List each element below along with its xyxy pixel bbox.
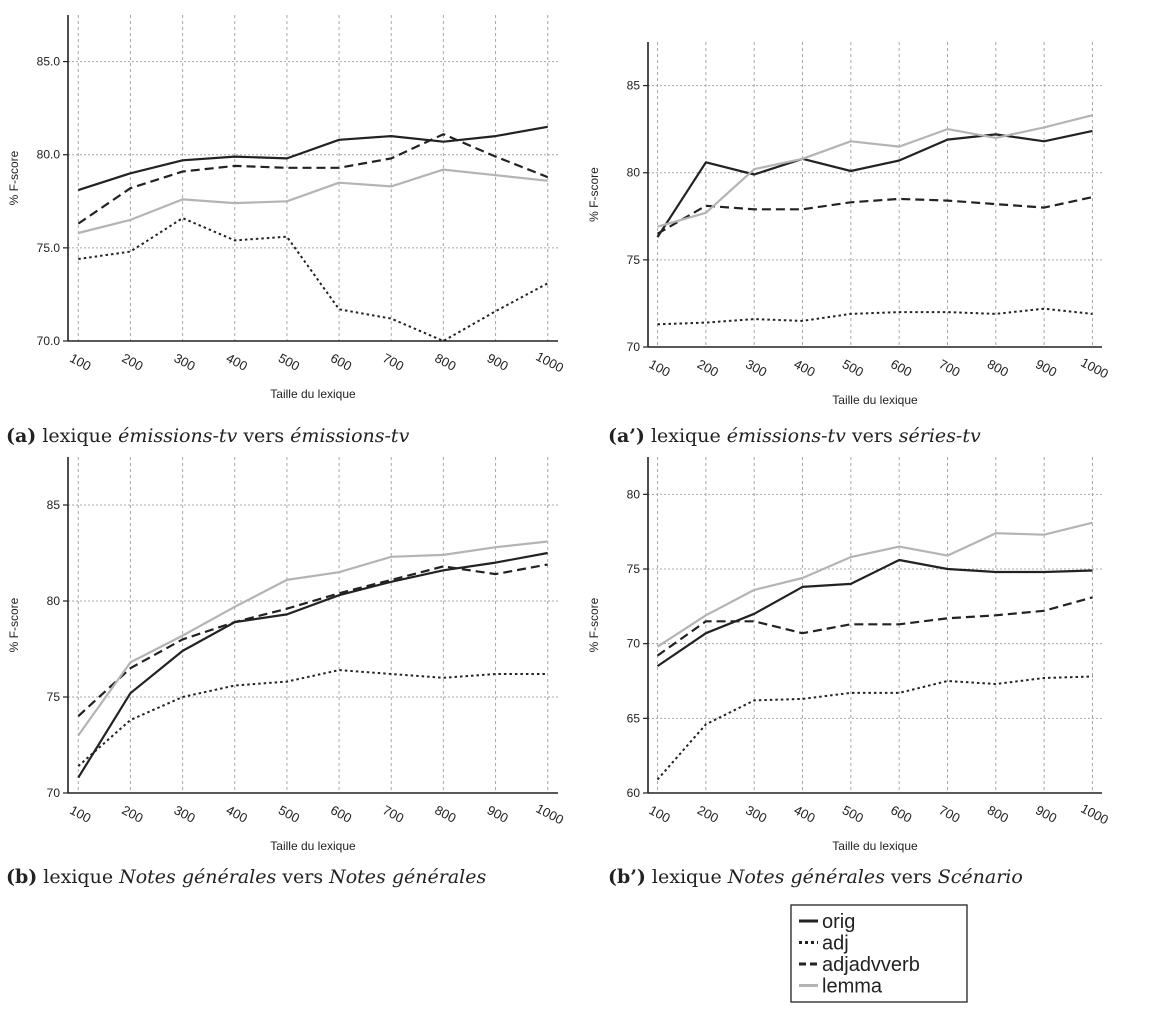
x-tick-label: 1000 — [534, 801, 567, 828]
series-line-adjadvverb — [77, 133, 549, 225]
series-line-adj — [656, 675, 1093, 781]
series-line-orig — [656, 129, 1093, 238]
series-line-adj — [657, 307, 1093, 326]
legend-box — [790, 904, 968, 1003]
series-line-lemma — [78, 168, 548, 235]
y-tick-label: 65 — [627, 711, 641, 725]
x-tick-label: 200 — [119, 802, 145, 825]
x-tick-label: 700 — [380, 802, 406, 825]
x-tick-label: 200 — [695, 356, 721, 379]
y-tick-label: 70.0 — [37, 334, 61, 348]
series-line-adj — [78, 217, 549, 342]
caption-b: (b) lexique Notes générales vers Notes g… — [6, 866, 486, 888]
x-axis-title: Taille du lexique — [270, 839, 356, 853]
x-tick-label: 100 — [647, 356, 673, 379]
x-tick-label: 100 — [67, 802, 93, 825]
x-tick-label: 400 — [792, 802, 818, 825]
x-tick-label: 800 — [985, 802, 1011, 825]
x-tick-label: 900 — [1033, 356, 1059, 379]
x-tick-label: 800 — [432, 802, 458, 825]
x-tick-label: 500 — [276, 802, 302, 825]
y-tick-label: 70 — [627, 340, 641, 354]
y-tick-label: 80 — [627, 487, 641, 501]
series-line-lemma — [77, 540, 548, 737]
x-tick-label: 800 — [985, 356, 1011, 379]
series-line-orig — [656, 558, 1093, 668]
x-tick-label: 500 — [840, 356, 866, 379]
legend-label-lemma: lemma — [822, 976, 883, 998]
x-tick-label: 900 — [1033, 802, 1059, 825]
x-tick-label: 900 — [485, 802, 511, 825]
x-tick-label: 600 — [888, 802, 914, 825]
caption-a: (a) lexique émissions-tv vers émissions-… — [6, 425, 410, 447]
x-tick-label: 400 — [792, 356, 818, 379]
series-line-adjadvverb — [77, 563, 548, 718]
y-axis-title: % F-score — [7, 150, 21, 205]
y-tick-label: 85 — [47, 498, 61, 512]
x-tick-label: 600 — [328, 802, 354, 825]
y-tick-label: 75 — [47, 690, 61, 704]
series-line-adjadvverb — [656, 196, 1093, 235]
y-tick-label: 70 — [627, 637, 641, 651]
caption-a2: (a’) lexique émissions-tv vers séries-tv — [608, 425, 981, 447]
x-tick-label: 500 — [840, 802, 866, 825]
x-tick-label: 1000 — [1078, 355, 1111, 382]
x-tick-label: 300 — [172, 350, 198, 373]
x-tick-label: 200 — [695, 802, 721, 825]
y-tick-label: 60 — [627, 786, 641, 800]
legend-label-adj: adj — [822, 933, 849, 955]
y-tick-label: 75.0 — [37, 241, 61, 255]
y-tick-label: 80.0 — [37, 148, 61, 162]
series-line-adjadvverb — [656, 596, 1093, 657]
y-tick-label: 85 — [627, 79, 641, 93]
chart-panel-b: 70 75 80 85 100 200 300 400 500 600 700 800 900 1000 T… — [7, 457, 566, 853]
series-line-lemma — [657, 114, 1093, 228]
y-axis-title: % F-score — [587, 167, 601, 222]
y-tick-label: 75 — [627, 562, 641, 576]
series-line-lemma — [656, 521, 1093, 648]
x-tick-label: 1000 — [1078, 801, 1111, 828]
x-tick-label: 800 — [432, 350, 458, 373]
chart-panel-a: 70.0 75.0 80.0 85.0 100 200 300 400 500 600 700 800… — [7, 15, 566, 401]
x-tick-label: 700 — [380, 350, 406, 373]
series-line-adj — [77, 669, 548, 767]
x-tick-label: 100 — [647, 802, 673, 825]
series-line-orig — [77, 551, 548, 779]
y-tick-label: 75 — [627, 253, 641, 267]
x-tick-label: 400 — [224, 802, 250, 825]
x-tick-label: 1000 — [534, 349, 567, 376]
x-axis-title: Taille du lexique — [832, 839, 918, 853]
x-axis-title: Taille du lexique — [270, 387, 356, 401]
y-axis-title: % F-score — [587, 597, 601, 652]
x-tick-label: 500 — [276, 350, 302, 373]
x-tick-label: 100 — [67, 350, 93, 373]
y-tick-label: 80 — [627, 166, 641, 180]
legend-label-adjadvverb: adjadvverb — [822, 954, 920, 976]
x-tick-label: 600 — [328, 350, 354, 373]
legend-label-orig: orig — [822, 911, 855, 933]
x-tick-label: 700 — [936, 802, 962, 825]
x-tick-label: 900 — [485, 350, 511, 373]
y-tick-label: 80 — [47, 594, 61, 608]
x-tick-label: 700 — [936, 356, 962, 379]
x-tick-label: 200 — [119, 350, 145, 373]
y-axis-title: % F-score — [7, 597, 21, 652]
chart-panel-a2: 70 75 80 85 100 200 300 400 500 600 700 800 900 1000 T… — [587, 42, 1111, 407]
x-tick-label: 400 — [224, 350, 250, 373]
y-tick-label: 70 — [47, 786, 61, 800]
x-tick-label: 300 — [743, 356, 769, 379]
y-tick-label: 85.0 — [37, 55, 61, 69]
series-line-orig — [77, 125, 548, 192]
x-axis-title: Taille du lexique — [832, 393, 918, 407]
x-tick-label: 300 — [743, 802, 769, 825]
chart-panel-b2: 60 65 70 75 80 100 200 300 400 500 600 700 800 900 100… — [587, 457, 1111, 853]
caption-b2: (b’) lexique Notes générales vers Scénar… — [608, 866, 1023, 888]
x-tick-label: 600 — [888, 356, 914, 379]
x-tick-label: 300 — [172, 802, 198, 825]
